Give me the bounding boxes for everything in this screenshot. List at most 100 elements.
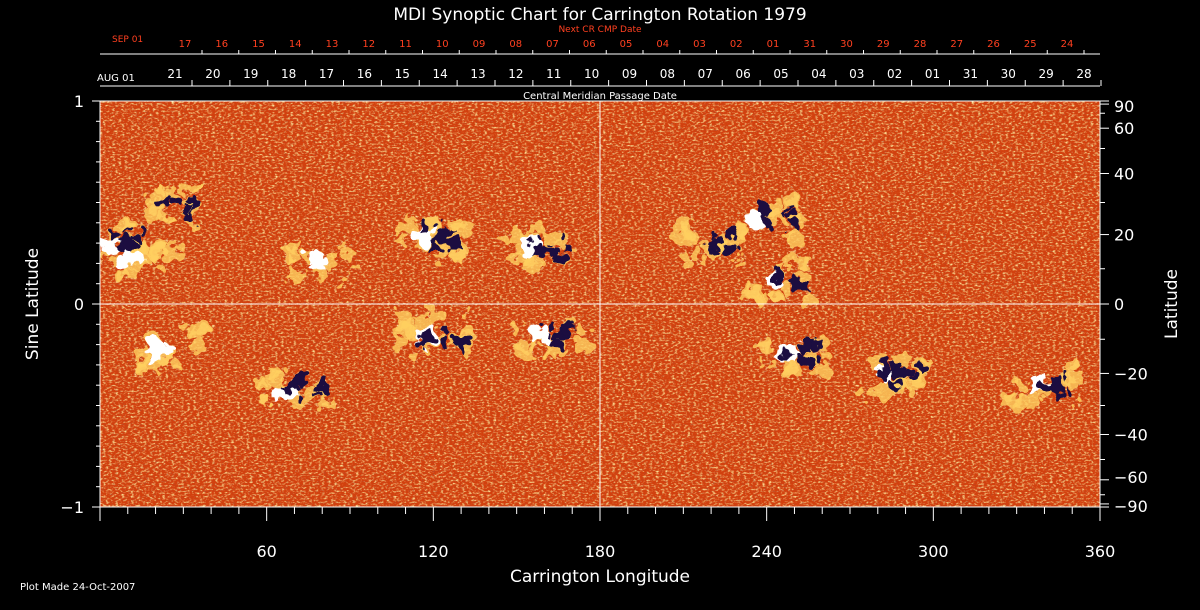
region-plage <box>697 236 706 246</box>
x-tick-label: 240 <box>751 542 782 561</box>
region-negative-flux <box>133 234 142 243</box>
next-date-label: 31 <box>803 39 816 50</box>
next-date-label: 27 <box>950 39 963 50</box>
region-negative-flux <box>802 338 813 350</box>
x-tick-label: 120 <box>418 542 449 561</box>
region-plage <box>407 213 416 222</box>
region-plage <box>80 258 88 266</box>
region-negative-flux <box>915 363 926 374</box>
bottom-axis: 60 120 180 240 300 360 <box>99 507 1116 561</box>
region-negative-flux <box>541 246 554 258</box>
region-plage <box>196 326 208 338</box>
cmp-date-label: 16 <box>357 67 372 81</box>
region-plage <box>756 338 772 355</box>
region-plage <box>156 244 168 256</box>
cmp-date-label: 06 <box>735 67 750 81</box>
region-plage <box>800 256 811 268</box>
region-positive-flux <box>156 349 167 359</box>
next-cmp-start-label: SEP 01 <box>112 35 143 45</box>
region-negative-flux <box>316 383 327 394</box>
region-negative-flux <box>457 341 469 353</box>
next-date-label: 11 <box>399 39 412 50</box>
region-negative-flux <box>1040 384 1049 393</box>
region-plage <box>854 388 866 400</box>
region-plage <box>691 246 701 256</box>
region-negative-flux <box>723 225 736 239</box>
next-date-label: 02 <box>730 39 743 50</box>
region-plage <box>155 212 169 225</box>
region-negative-flux <box>790 276 802 287</box>
cmp-date-label: 21 <box>167 67 182 81</box>
region-plage <box>502 237 511 246</box>
region-plage <box>123 222 131 230</box>
region-plage <box>785 360 802 378</box>
region-plage <box>352 263 361 272</box>
region-plage <box>253 375 267 388</box>
chart-title: MDI Synoptic Chart for Carrington Rotati… <box>393 5 806 25</box>
x-axis-label: Carrington Longitude <box>510 567 690 587</box>
cmp-date-label: 19 <box>243 67 258 81</box>
cmp-date-label: 31 <box>963 67 978 81</box>
region-negative-flux <box>124 230 129 235</box>
region-negative-flux <box>552 251 561 259</box>
next-date-label: 16 <box>215 39 228 50</box>
grid-lines <box>100 101 1100 507</box>
left-axis: 1 0 −1 <box>60 92 100 517</box>
y-tick-label-right: −20 <box>1114 364 1148 383</box>
region-negative-flux <box>563 244 572 253</box>
region-plage <box>699 257 709 266</box>
region-plage <box>820 350 831 361</box>
region-plage <box>793 204 802 213</box>
right-axis: 90 60 40 20 0 −20 −40 −60 −90 <box>1100 97 1148 516</box>
region-negative-flux <box>531 237 536 243</box>
region-negative-flux <box>448 225 456 234</box>
region-negative-flux <box>760 219 771 229</box>
region-plage <box>189 181 202 194</box>
region-plage <box>287 267 298 277</box>
region-plage <box>530 341 537 348</box>
region-positive-flux <box>748 212 764 228</box>
region-plage <box>739 232 748 241</box>
region-plage <box>556 346 566 356</box>
region-negative-flux <box>439 231 451 244</box>
region-plage <box>575 338 593 356</box>
region-negative-flux <box>189 201 196 208</box>
region-plage <box>746 284 763 302</box>
cmp-date-label: 15 <box>395 67 410 81</box>
region-plage <box>282 368 290 376</box>
region-plage <box>801 290 808 297</box>
region-negative-flux <box>788 220 799 231</box>
cmp-date-label: 07 <box>698 67 713 81</box>
region-negative-flux <box>418 332 432 347</box>
region-plage <box>84 254 96 266</box>
region-negative-flux <box>557 235 564 242</box>
region-plage <box>90 254 98 262</box>
region-negative-flux <box>877 374 886 383</box>
region-negative-flux <box>705 237 718 250</box>
next-date-label: 05 <box>620 39 633 50</box>
region-negative-flux <box>293 385 301 393</box>
cmp-start-label: AUG 01 <box>97 73 135 84</box>
region-plage <box>268 367 280 379</box>
region-negative-flux <box>1059 372 1067 380</box>
region-negative-flux <box>184 205 191 213</box>
cmp-date-label: 12 <box>508 67 523 81</box>
region-negative-flux <box>536 254 541 259</box>
y-tick-label-right: 40 <box>1114 165 1134 184</box>
region-negative-flux <box>711 232 717 238</box>
cmp-date-label: 11 <box>546 67 561 81</box>
region-negative-flux <box>427 239 440 251</box>
region-plage <box>338 276 349 287</box>
x-tick-label: 360 <box>1085 542 1116 561</box>
y-tick-label-left: 1 <box>74 92 84 111</box>
region-negative-flux <box>166 195 174 203</box>
region-plage <box>868 383 880 395</box>
next-cmp-axis: 17 16 15 14 13 12 11 10 09 08 07 06 05 04 03 02 01 31 30 29… <box>100 39 1100 55</box>
y-tick-label-right: 20 <box>1114 226 1134 245</box>
region-negative-flux <box>896 366 910 380</box>
region-plage <box>185 323 198 336</box>
cmp-date-label: 08 <box>660 67 675 81</box>
region-negative-flux <box>121 236 134 249</box>
region-plage <box>337 239 347 249</box>
